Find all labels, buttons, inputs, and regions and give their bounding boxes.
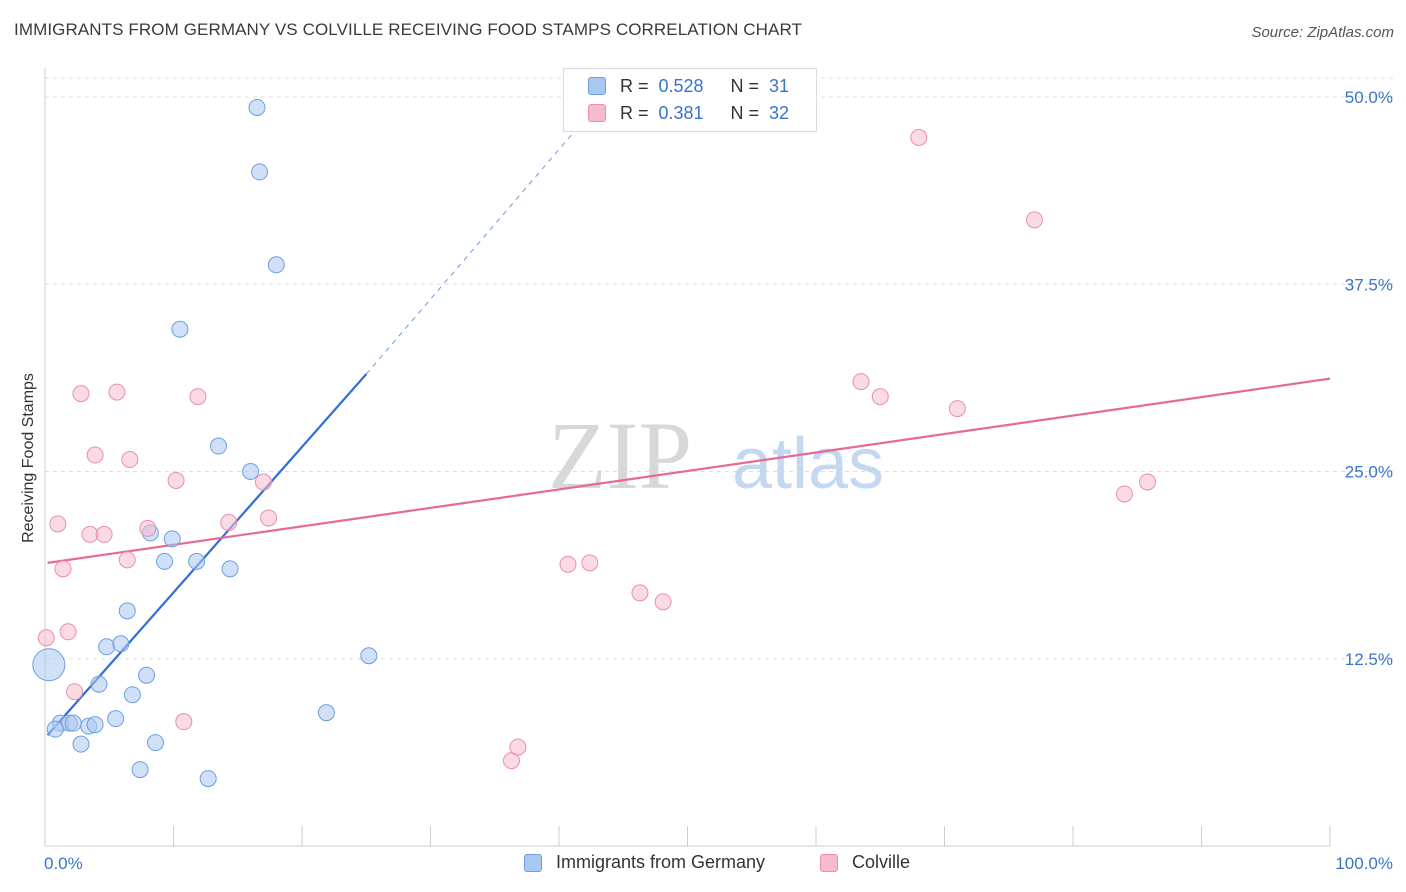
y-tick-label: 50.0% <box>1345 88 1393 107</box>
data-point <box>509 738 527 756</box>
stats-legend: R = 0.528 N = 31 R = 0.381 N = 32 <box>563 68 817 132</box>
y-tick-label: 12.5% <box>1345 650 1393 669</box>
data-point <box>32 648 66 682</box>
data-point <box>81 525 99 543</box>
data-point <box>221 560 239 578</box>
data-point <box>317 704 335 722</box>
legend-swatch-germany <box>588 77 606 95</box>
data-point <box>220 513 238 531</box>
data-point <box>242 463 260 480</box>
watermark: ZIP atlas <box>548 402 884 509</box>
data-point <box>251 163 269 181</box>
tick-labels: 12.5% 25.0% 37.5% 50.0% 0.0% 100.0% <box>44 88 1393 873</box>
series-legend-colville: Colville <box>820 852 910 873</box>
data-point <box>121 451 139 469</box>
data-point <box>64 714 82 732</box>
x-tick-label: 0.0% <box>44 854 83 873</box>
data-point <box>147 734 165 752</box>
data-point <box>37 629 55 647</box>
legend-r-label: R = <box>620 75 649 96</box>
chart-title: IMMIGRANTS FROM GERMANY VS COLVILLE RECE… <box>14 20 803 39</box>
data-point <box>189 388 207 406</box>
data-point <box>54 560 72 578</box>
data-point <box>209 437 227 455</box>
trend-lines <box>46 119 1331 736</box>
series-swatch-colville <box>820 853 838 872</box>
data-point <box>163 530 181 548</box>
legend-n-value: 31 <box>769 75 790 96</box>
data-point <box>171 320 189 338</box>
legend-row-colville: R = 0.381 N = 32 <box>588 102 789 124</box>
data-point <box>654 593 672 611</box>
data-point <box>1025 211 1043 229</box>
data-point <box>107 710 125 728</box>
data-point <box>188 552 206 570</box>
y-tick-label: 37.5% <box>1345 275 1393 294</box>
data-point <box>910 128 928 146</box>
data-point <box>139 519 157 537</box>
data-point <box>267 256 285 274</box>
data-point <box>98 638 116 656</box>
series-name-colville: Colville <box>852 852 911 872</box>
y-tick-label: 25.0% <box>1345 463 1393 482</box>
data-point <box>95 525 113 543</box>
legend-r-value: 0.381 <box>658 102 704 123</box>
data-point <box>631 584 649 602</box>
trend-line <box>47 377 1331 564</box>
legend-swatch-colville <box>588 104 606 122</box>
data-point <box>118 602 136 620</box>
trend-line-extension <box>365 119 586 375</box>
legend-n-label: N = <box>730 75 760 96</box>
data-point <box>138 666 156 684</box>
data-point <box>559 555 577 573</box>
series-name-germany: Immigrants from Germany <box>556 852 766 872</box>
data-point <box>254 473 272 491</box>
legend-n-value: 32 <box>769 102 790 123</box>
y-axis-label: Receiving Food Stamps <box>20 373 37 543</box>
data-point <box>118 551 136 569</box>
series-legend-germany: Immigrants from Germany <box>524 852 765 873</box>
data-point <box>66 683 84 701</box>
watermark-zip: ZIP <box>548 402 692 509</box>
data-point <box>1139 473 1157 491</box>
watermark-atlas: atlas <box>732 424 884 504</box>
data-point <box>248 98 266 116</box>
grid-lines <box>45 77 1395 660</box>
data-point <box>167 471 185 489</box>
data-point <box>852 373 870 391</box>
data-point <box>948 400 966 418</box>
legend-row-germany: R = 0.528 N = 31 <box>588 75 789 97</box>
data-point <box>175 713 193 731</box>
data-point <box>581 554 599 572</box>
x-tick-label: 100.0% <box>1335 854 1393 873</box>
data-point <box>86 716 104 734</box>
data-points <box>32 98 1157 788</box>
data-point <box>112 635 130 653</box>
axes <box>44 68 1331 847</box>
legend-r-label: R = <box>620 102 649 123</box>
data-point <box>156 552 174 570</box>
data-point <box>260 509 278 527</box>
data-point <box>360 647 378 665</box>
data-point <box>123 686 141 704</box>
data-point <box>72 735 90 753</box>
data-point <box>86 446 104 464</box>
data-point <box>72 385 90 403</box>
data-point <box>90 675 108 693</box>
data-point <box>131 761 149 779</box>
data-point <box>1115 485 1133 503</box>
legend-r-value: 0.528 <box>658 75 704 96</box>
data-point <box>49 515 67 533</box>
data-point <box>108 383 126 401</box>
data-point <box>46 720 64 738</box>
trend-line <box>46 373 368 736</box>
data-point <box>199 770 217 788</box>
series-swatch-germany <box>524 853 542 872</box>
source-label: Source: ZipAtlas.com <box>1251 24 1394 41</box>
data-point <box>871 388 889 406</box>
data-point <box>59 623 77 641</box>
legend-n-label: N = <box>730 102 760 123</box>
